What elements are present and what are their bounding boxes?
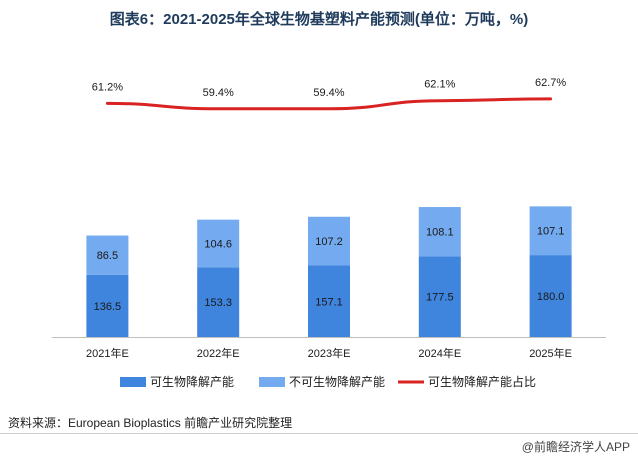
bar-biodegradable-4 [529,255,572,337]
x-tick-2: 2023年E [308,346,351,360]
x-tick-3: 2024年E [418,346,461,360]
bar-biodegradable-3 [418,256,461,337]
bar-non-biodegradable-2 [308,216,350,266]
bar-biodegradable-0 [86,274,129,337]
x-tick-1: 2022年E [197,346,240,360]
legend: 可生物降解产能 不可生物降解产能 可生物降解产能占比 [120,374,536,389]
bar-non-biodegradable-3 [418,207,461,257]
legend-swatch-non-biodegradable [259,377,285,387]
share-label-3: 62.1% [424,79,455,91]
label-non-biodegradable-2: 107.2 [315,236,343,248]
label-biodegradable-4: 180.0 [537,291,565,303]
label-non-biodegradable-0: 86.5 [97,250,118,262]
share-label-4: 62.7% [535,77,566,89]
label-non-biodegradable-4: 107.1 [537,226,565,238]
legend-label-biodegradable: 可生物降解产能 [150,375,234,389]
label-biodegradable-0: 136.5 [94,301,122,313]
share-label-0: 61.2% [92,81,123,93]
label-biodegradable-2: 157.1 [315,296,343,308]
legend-label-share: 可生物降解产能占比 [428,374,536,389]
x-tick-labels: 2021年E 2022年E 2023年E 2024年E 2025年E [86,346,572,360]
source-note: 资料来源：European Bioplastics 前瞻产业研究院整理 [8,416,293,430]
footer-divider [0,433,638,434]
label-non-biodegradable-3: 108.1 [426,227,454,239]
bars-layer: 136.5 86.5 153.3 104.6 157.1 107.2 177.5 108.1 1… [86,206,572,337]
label-non-biodegradable-1: 104.6 [204,238,232,250]
bar-non-biodegradable-0 [86,235,129,275]
share-line-layer: 61.2% 59.4% 59.4% 62.1% 62.7% [92,77,566,111]
label-biodegradable-1: 153.3 [204,297,232,309]
share-label-1: 59.4% [203,87,234,99]
share-line [105,97,553,111]
share-label-2: 59.4% [313,87,344,99]
legend-swatch-biodegradable [120,377,146,387]
bar-non-biodegradable-4 [529,206,572,256]
bar-non-biodegradable-1 [197,219,240,268]
bar-biodegradable-2 [308,265,350,337]
chart-title: 图表6：2021-2025年全球生物基塑料产能预测(单位：万吨，%) [109,11,529,28]
label-biodegradable-3: 177.5 [426,292,454,304]
x-tick-0: 2021年E [86,346,129,360]
x-tick-4: 2025年E [529,346,572,360]
legend-label-non-biodegradable: 不可生物降解产能 [289,375,385,389]
bar-biodegradable-1 [197,267,240,337]
credit-text: @前瞻经济学人APP [521,440,630,454]
